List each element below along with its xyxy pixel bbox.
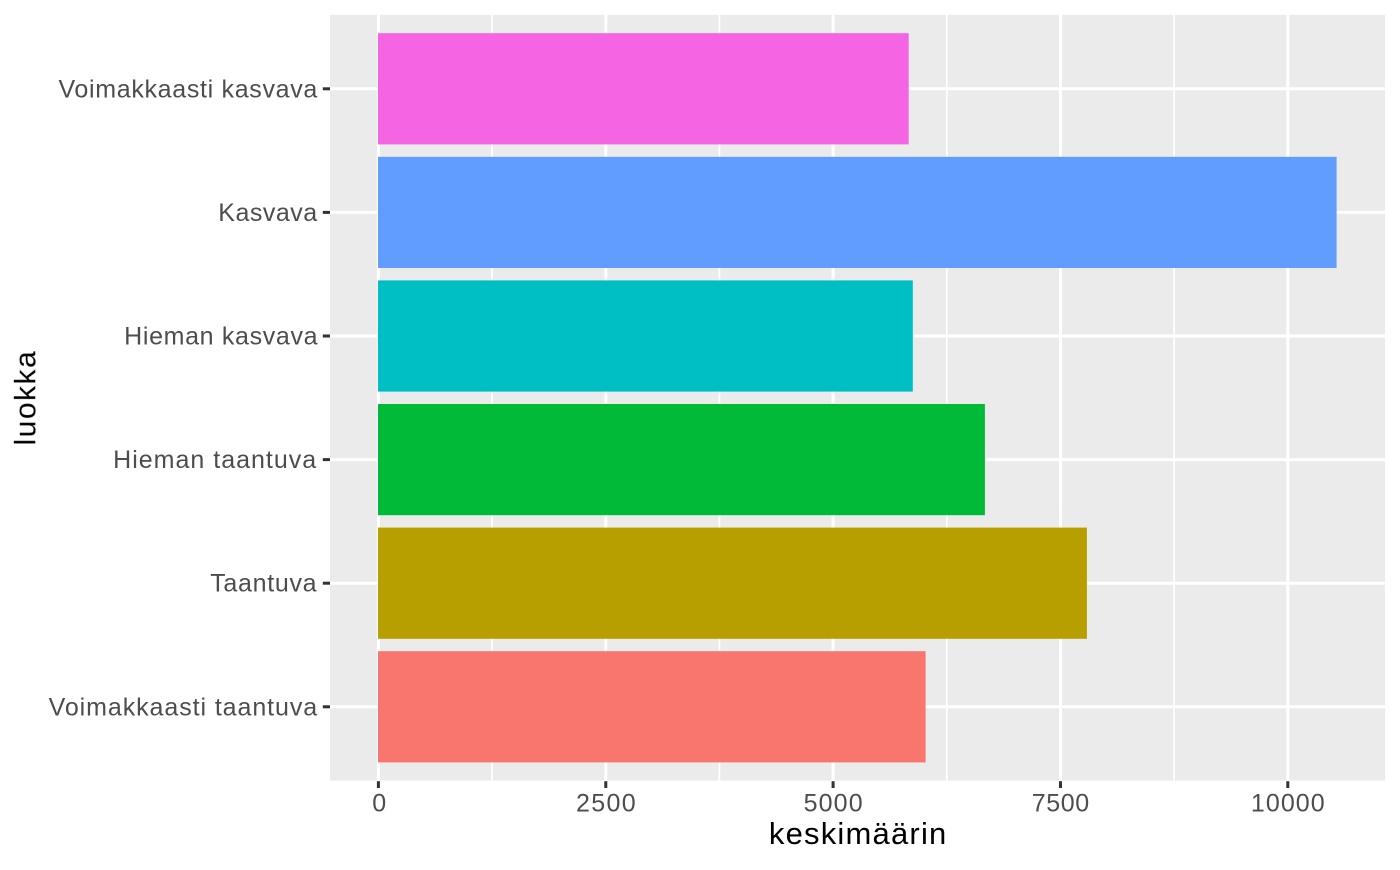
svg-text:Voimakkaasti kasvava: Voimakkaasti kasvava bbox=[58, 75, 318, 103]
svg-text:Taantuva: Taantuva bbox=[210, 570, 317, 598]
svg-text:Hieman kasvava: Hieman kasvava bbox=[124, 323, 318, 351]
svg-text:10000: 10000 bbox=[1251, 790, 1326, 818]
svg-text:Hieman taantuva: Hieman taantuva bbox=[113, 446, 317, 474]
svg-text:luokka: luokka bbox=[9, 350, 42, 446]
svg-text:5000: 5000 bbox=[804, 790, 864, 818]
svg-text:7500: 7500 bbox=[1032, 790, 1090, 818]
svg-text:keskimäärin: keskimäärin bbox=[769, 816, 948, 851]
svg-text:Kasvava: Kasvava bbox=[218, 199, 317, 227]
svg-text:2500: 2500 bbox=[576, 790, 637, 818]
svg-text:Voimakkaasti taantuva: Voimakkaasti taantuva bbox=[49, 693, 318, 721]
svg-text:0: 0 bbox=[372, 790, 386, 818]
